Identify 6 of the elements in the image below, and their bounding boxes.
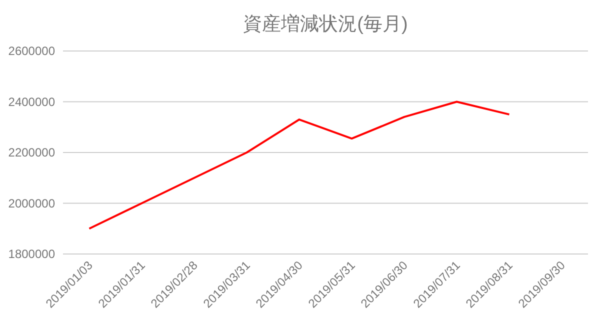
title: 資産増減状況(毎月) (243, 14, 408, 35)
ytick: 2200000 (8, 146, 55, 160)
ytick: 1800000 (8, 247, 55, 261)
ytick: 2000000 (8, 196, 55, 210)
ytick: 2600000 (8, 44, 55, 58)
ytick: 2400000 (8, 94, 55, 109)
